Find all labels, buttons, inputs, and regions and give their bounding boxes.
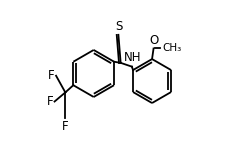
- Text: O: O: [149, 34, 159, 47]
- Text: NH: NH: [124, 51, 141, 64]
- Text: F: F: [62, 120, 69, 133]
- Text: F: F: [48, 69, 55, 82]
- Text: S: S: [116, 20, 123, 33]
- Text: F: F: [47, 95, 53, 108]
- Text: CH₃: CH₃: [162, 43, 182, 53]
